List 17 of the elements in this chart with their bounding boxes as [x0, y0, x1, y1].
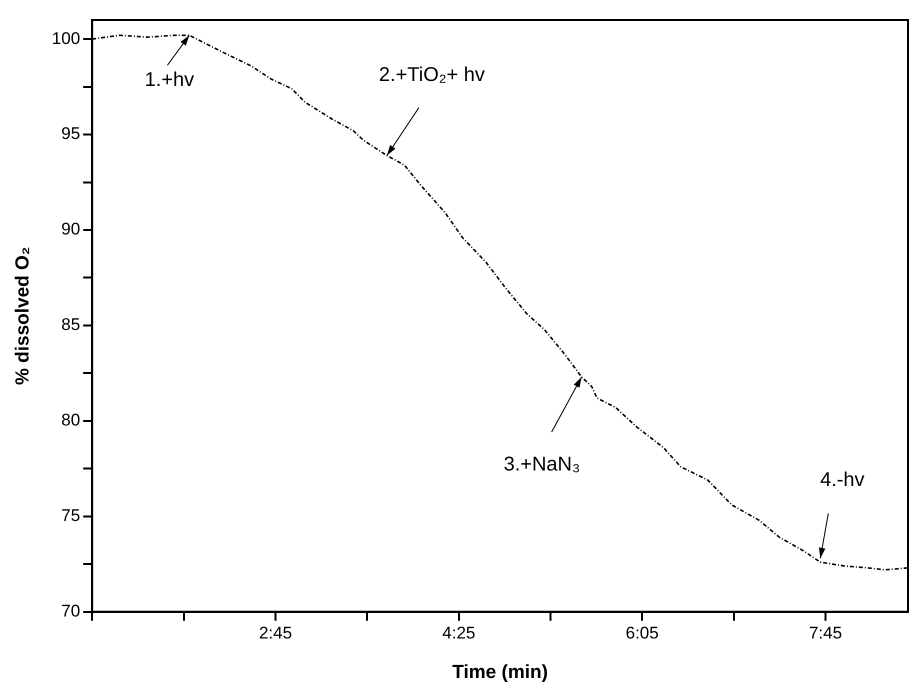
x-tick-label: 4:25	[442, 624, 476, 643]
y-tick-label: 70	[61, 601, 80, 620]
annotation: 2.+TiO₂+ hv	[378, 64, 485, 86]
y-tick-label: 75	[61, 506, 80, 526]
y-axis-title: % dissolved O₂	[12, 246, 34, 386]
y-tick-label: 95	[61, 124, 80, 144]
y-tick-label: 90	[61, 220, 80, 239]
x-axis-title: Time (min)	[452, 662, 548, 683]
annotation: 4.-hv	[820, 468, 865, 491]
annotation: 1.+hv	[144, 68, 194, 91]
y-tick-label: 100	[52, 28, 80, 48]
x-tick-label: 6:05	[626, 624, 659, 643]
y-tick-label: 85	[61, 315, 80, 334]
y-tick-label: 80	[61, 410, 80, 430]
x-tick-label: 2:45	[258, 624, 292, 643]
annotation: 3.+NaN₃	[504, 454, 580, 476]
x-tick-label: 7:45	[808, 624, 842, 643]
